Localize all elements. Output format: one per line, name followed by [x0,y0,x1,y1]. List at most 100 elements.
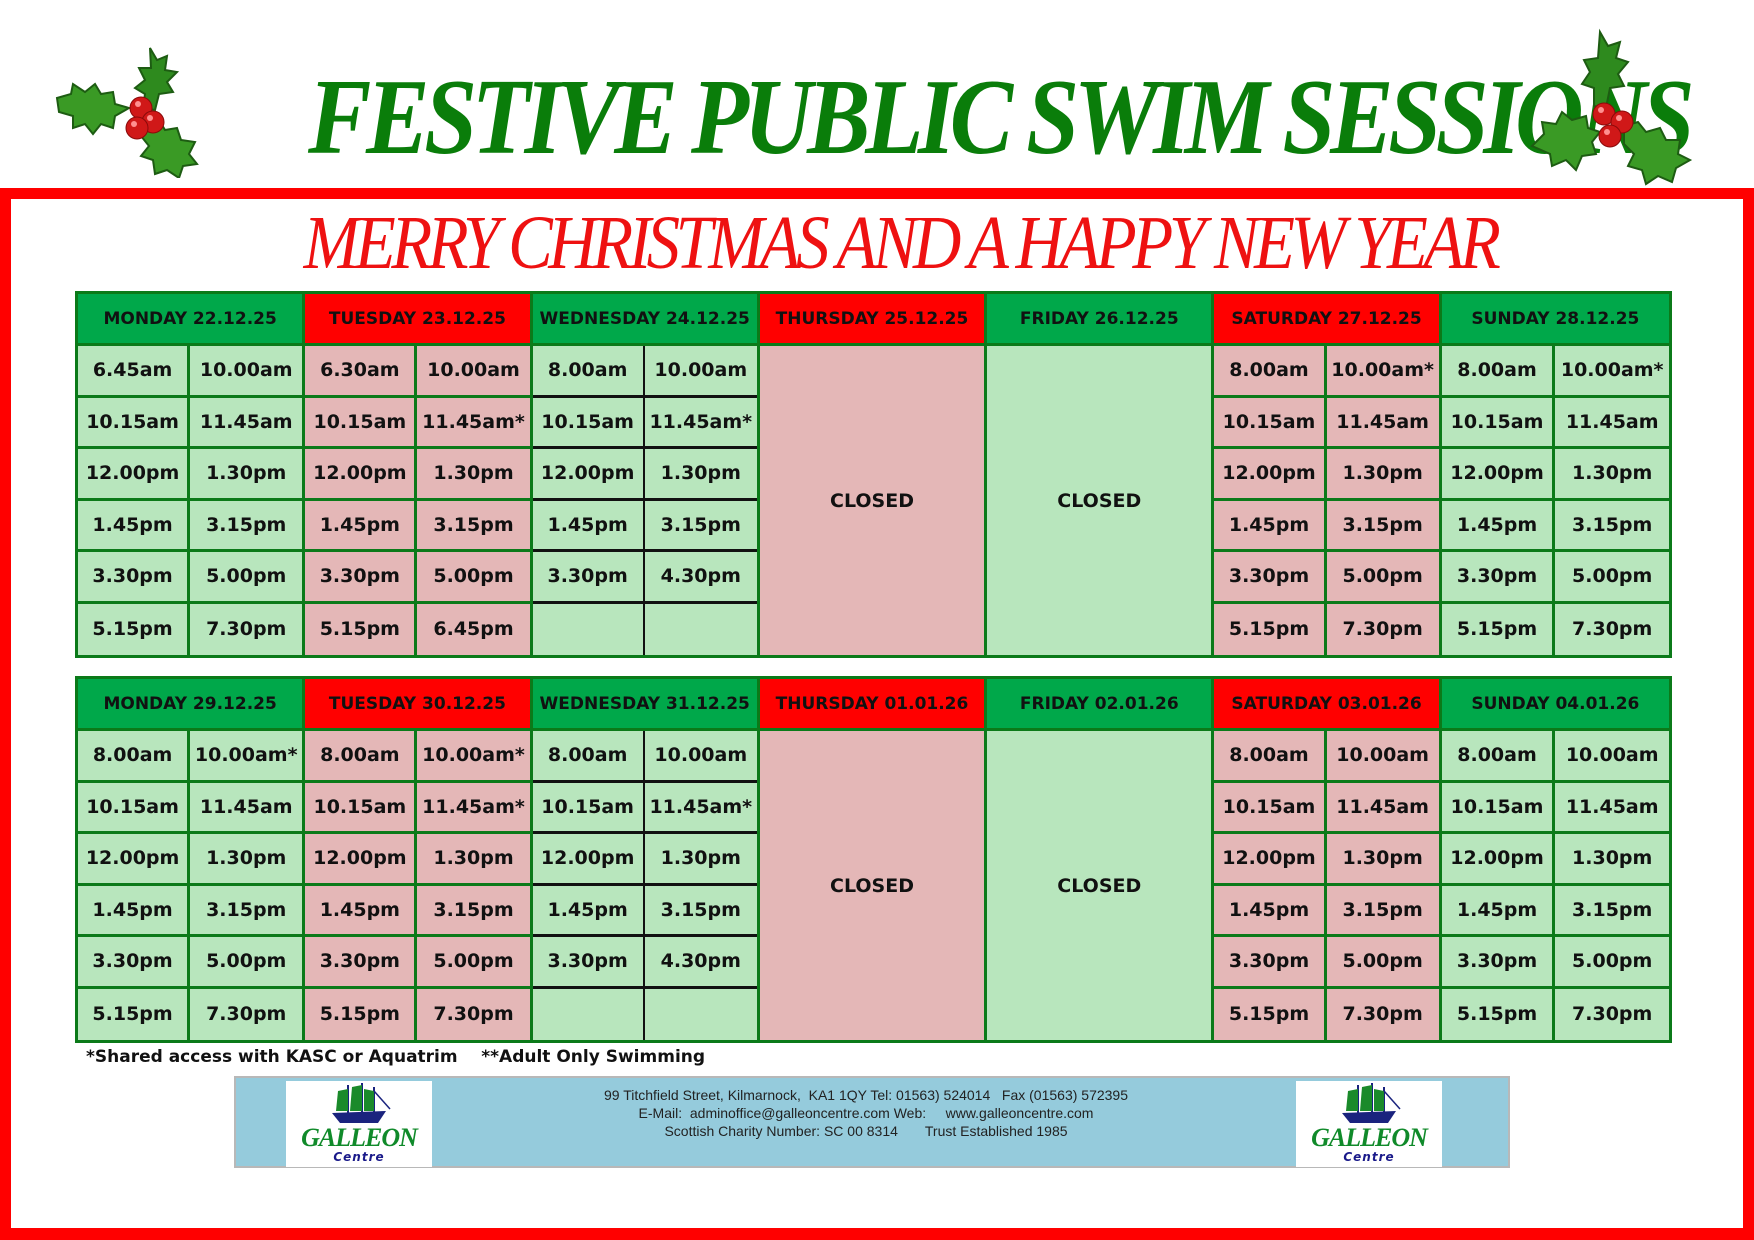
session-time: 1.30pm [190,449,303,501]
session-time: 10.00am [1326,731,1439,783]
day-header-sunday: SUNDAY 28.12.25 [1441,294,1669,346]
session-time: 12.00pm [1214,834,1327,886]
closed-label: CLOSED [830,874,914,897]
session-time: 3.15pm [644,501,757,552]
closed-label: CLOSED [1057,874,1142,897]
day-header-tuesday: TUESDAY 23.12.25 [305,294,533,346]
session-time: 5.15pm [1442,603,1556,655]
day-column-saturday: 8.00am 10.00am* 10.15am 11.45am 12.00pm … [1214,346,1442,655]
day-header-wednesday: WEDNESDAY 31.12.25 [532,679,760,731]
logo-name: GALLEON [301,1123,418,1152]
session-time: 10.15am [305,397,418,449]
session-time: 1.30pm [190,834,303,886]
session-time: 11.45am* [417,783,530,834]
session-time: 11.45am [1555,783,1669,834]
session-time: 10.00am* [1555,346,1669,398]
session-time: 8.00am [1441,346,1556,398]
session-time: 3.30pm [532,552,645,604]
session-time: 7.30pm [1342,1003,1423,1026]
day-header-sunday: SUNDAY 04.01.26 [1441,679,1669,731]
session-time: 7.30pm [1572,618,1653,641]
session-time: 3.15pm [417,501,530,552]
day-column-tuesday: 6.30am 10.00am 10.15am 11.45am* 12.00pm … [305,346,533,655]
session-time: 1.45pm [1214,500,1327,552]
session-time-empty [533,988,645,1040]
day-header-friday: FRIDAY 26.12.25 [987,294,1215,346]
session-time: 5.15pm [1214,988,1327,1040]
session-time: 4.30pm [644,937,757,989]
session-time: 1.30pm [1555,449,1669,501]
charity-line: Scottish Charity Number: SC 00 8314 Trus… [664,1123,1068,1139]
session-time: 5.15pm [1214,603,1327,655]
session-time: 10.15am [532,782,645,834]
day-column-thursday: CLOSED [759,731,988,1040]
session-time: 3.15pm [1555,501,1669,552]
session-time: 3.15pm [417,886,530,937]
galleon-logo: GALLEON Centre [286,1081,432,1167]
schedule-table-week-2: MONDAY 29.12.25 TUESDAY 30.12.25 WEDNESD… [75,676,1672,1043]
session-time: 8.00am [532,731,645,783]
session-time: 1.45pm [1214,885,1327,937]
session-time: 5.00pm [1326,552,1439,604]
footnote-legend: *Shared access with KASC or Aquatrim **A… [86,1047,706,1067]
session-time: 3.15pm [190,886,303,937]
session-time: 7.30pm [1342,618,1423,641]
session-time: 1.30pm [1326,449,1439,501]
session-time: 11.45am* [644,783,757,834]
session-time: 1.30pm [644,834,757,886]
session-time: 5.00pm [1326,937,1439,989]
day-column-wednesday: 8.00am 10.00am 10.15am 11.45am* 12.00pm … [532,731,760,1040]
session-time: 11.45am* [644,398,757,449]
day-column-friday: CLOSED [987,731,1215,1040]
session-time: 3.15pm [1326,886,1439,937]
day-header-friday: FRIDAY 02.01.26 [987,679,1215,731]
day-column-tuesday: 8.00am 10.00am* 10.15am 11.45am* 12.00pm… [305,731,533,1040]
session-time: 11.45am [1326,398,1439,449]
session-time: 12.00pm [78,449,191,501]
day-column-sunday: 8.00am 10.00am* 10.15am 11.45am 12.00pm … [1441,346,1669,655]
day-column-wednesday: 8.00am 10.00am 10.15am 11.45am* 12.00pm … [532,346,760,655]
session-time: 10.00am* [417,731,530,783]
session-time: 12.00pm [305,834,418,886]
session-time: 3.15pm [1555,886,1669,937]
session-time: 12.00pm [532,449,645,501]
day-header-monday: MONDAY 29.12.25 [78,679,306,731]
session-time: 8.00am [78,731,191,783]
session-time: 1.45pm [305,885,418,937]
day-header-thursday: THURSDAY 01.01.26 [759,679,988,731]
day-header-saturday: SATURDAY 03.01.26 [1214,679,1442,731]
session-time: 3.15pm [644,886,757,937]
session-time: 10.15am [1214,397,1327,449]
session-time-empty [533,603,645,655]
session-time: 5.15pm [1442,988,1556,1040]
day-header-monday: MONDAY 22.12.25 [78,294,306,346]
session-time: 10.15am [1441,397,1556,449]
session-time: 5.15pm [78,603,191,655]
page-title: FESTIVE PUBLIC SWIM SESSIONS [308,58,1695,177]
greeting-subtitle: MERRY CHRISTMAS AND A HAPPY NEW YEAR [303,201,1501,285]
session-time: 4.30pm [644,552,757,604]
session-time: 10.15am [1441,782,1556,834]
holly-icon [1530,28,1693,186]
galleon-logo: GALLEON Centre [1296,1081,1442,1167]
day-column-thursday: CLOSED [759,346,988,655]
session-time: 3.30pm [1441,937,1556,989]
day-column-friday: CLOSED [987,346,1215,655]
closed-label: CLOSED [830,489,914,512]
session-time: 5.00pm [1555,552,1669,604]
logo-name: GALLEON [1311,1123,1428,1152]
closed-label: CLOSED [1057,489,1142,512]
galleon-ship-icon [1342,1083,1401,1123]
session-time: 10.00am* [190,731,303,783]
session-time: 5.15pm [305,603,418,655]
session-time: 3.30pm [1214,552,1327,604]
session-time: 3.15pm [1326,501,1439,552]
session-time: 5.15pm [305,988,418,1040]
session-time: 12.00pm [532,834,645,886]
session-time: 1.45pm [305,500,418,552]
session-time: 5.00pm [190,552,303,604]
day-header-thursday: THURSDAY 25.12.25 [759,294,988,346]
session-time: 10.15am [78,782,191,834]
session-time: 10.15am [78,397,191,449]
session-time: 1.30pm [417,449,530,501]
